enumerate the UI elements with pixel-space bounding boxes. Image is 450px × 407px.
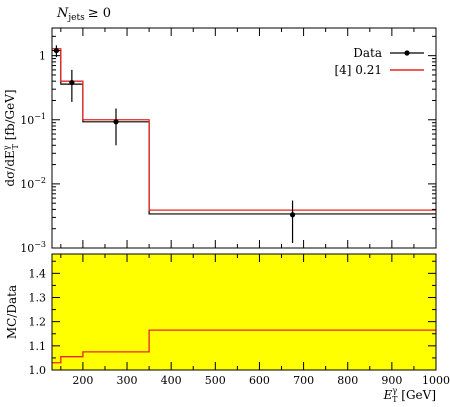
ratio-y-tick-label: 1.3 xyxy=(29,292,47,305)
x-tick-label: 1000 xyxy=(422,374,450,387)
x-tick-label: 300 xyxy=(117,374,138,387)
annotation-njets: Njets ≥ 0 xyxy=(56,6,111,23)
data-point xyxy=(53,47,60,54)
ratio-plot xyxy=(51,253,437,371)
ratio-y-tick-label: 1.0 xyxy=(29,364,47,377)
main-plot xyxy=(51,27,437,249)
x-tick-label: 400 xyxy=(161,374,182,387)
x-tick-label: 500 xyxy=(205,374,226,387)
labels: Njets ≥ 0 1 10−1 10−2 10−3 1.0 1.1 1.2 1.3 1.4 200… xyxy=(2,6,450,404)
legend: Data [4] 0.21 xyxy=(334,46,424,77)
x-tick-label: 900 xyxy=(381,374,402,387)
ratio-y-tick-label: 1.1 xyxy=(29,340,47,353)
ratio-y-axis-label: MC/Data xyxy=(5,285,19,339)
legend-label: Data xyxy=(353,46,382,60)
ratio-y-tick-label: 1.4 xyxy=(29,267,47,280)
main-frame xyxy=(51,27,437,249)
x-tick-label: 800 xyxy=(337,374,358,387)
y-axis-label: dσ/dEγT [fb/GeV] xyxy=(2,89,20,186)
x-tick-label: 600 xyxy=(249,374,270,387)
y-tick-label: 10−1 xyxy=(20,112,46,127)
legend-label: [4] 0.21 xyxy=(334,63,382,77)
legend-marker-point xyxy=(404,50,410,56)
y-tick-label: 10−2 xyxy=(20,176,46,191)
y-tick-label: 10−3 xyxy=(20,240,46,255)
x-tick-label: 700 xyxy=(293,374,314,387)
x-tick-label: 200 xyxy=(72,374,93,387)
y-tick-label: 1 xyxy=(39,50,46,63)
x-axis-label: Eγ T [GeV] xyxy=(383,386,436,404)
ratio-y-tick-label: 1.2 xyxy=(29,316,47,329)
data-point xyxy=(113,119,119,125)
data-point xyxy=(69,79,75,86)
ratio-step-line xyxy=(52,329,436,364)
ratio-uncertainty-band xyxy=(52,254,436,370)
mc-step-line xyxy=(52,48,436,211)
ratio-frame xyxy=(51,253,437,371)
data-point xyxy=(289,212,296,218)
